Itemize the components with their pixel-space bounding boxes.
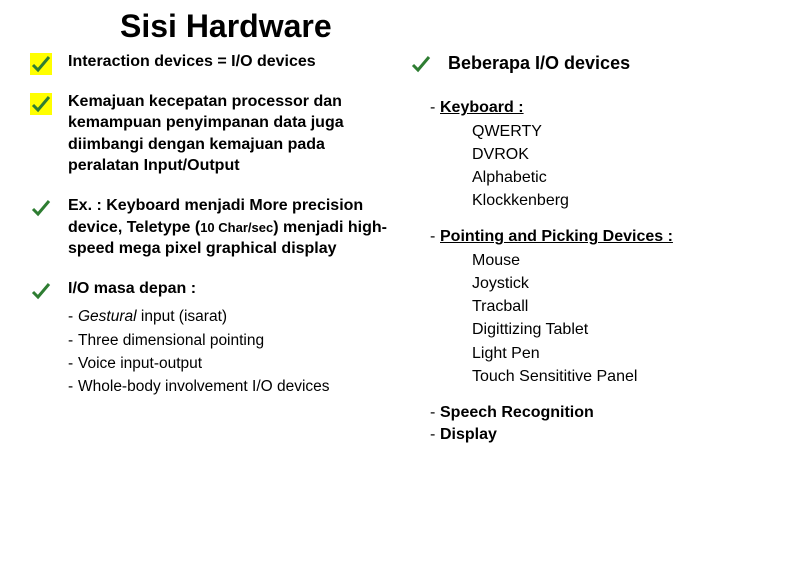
sub-item: -Three dimensional pointing [68,329,390,352]
bullet-3: Ex. : Keyboard menjadi More precision de… [30,195,390,260]
dash-icon: - [68,352,73,375]
sub-item: -Gestural input (isarat) [68,305,390,328]
sub-list: -Gestural input (isarat)-Three dimension… [68,305,390,398]
group-keyboard-head: - Keyboard : [430,97,762,119]
list-item: Touch Sensititive Panel [472,365,762,388]
slide-title: Sisi Hardware [120,8,762,45]
list-item: QWERTY [472,120,762,143]
slide: Sisi Hardware Interaction devices = I/O … [0,0,792,576]
sub-item-italic: Gestural [78,308,141,325]
list-item: Digittizing Tablet [472,318,762,341]
dash-icon: - [430,97,435,119]
right-header-text: Beberapa I/O devices [448,51,762,75]
group-pointing-head: - Pointing and Picking Devices : [430,226,762,248]
sub-item-text: input (isarat) [141,308,227,325]
bullet-2: Kemajuan kecepatan processor dan kemampu… [30,91,390,177]
list-item: Light Pen [472,342,762,365]
list-item: Mouse [472,249,762,272]
dash-icon: - [430,402,435,424]
check-icon [30,53,52,75]
sub-item-text: Three dimensional pointing [78,332,264,349]
dash-icon: - [430,226,435,248]
group-keyboard: - Keyboard : QWERTYDVROKAlphabeticKlockk… [430,97,762,212]
check-icon [30,197,52,219]
list-item: Klockkenberg [472,189,762,212]
group-other-label: Display [440,426,497,443]
group-other-label: Speech Recognition [440,404,594,421]
list-item: Alphabetic [472,166,762,189]
check-icon [30,280,52,302]
dash-icon: - [430,424,435,446]
group-pointing: - Pointing and Picking Devices : MouseJo… [430,226,762,388]
bullet-4-text: I/O masa depan : [68,278,390,300]
group-pointing-items: MouseJoystickTracballDigittizing TabletL… [472,249,762,388]
dash-icon: - [68,329,73,352]
group-keyboard-items: QWERTYDVROKAlphabeticKlockkenberg [472,120,762,213]
bullet-1: Interaction devices = I/O devices [30,51,390,73]
sub-item-text: Whole-body involvement I/O devices [78,378,330,395]
check-icon [410,53,432,75]
sub-item-text: Voice input-output [78,355,202,372]
list-item: Tracball [472,295,762,318]
bullet-4: I/O masa depan : [30,278,390,300]
right-header-bullet: Beberapa I/O devices [410,51,762,75]
group-keyboard-label: Keyboard : [440,99,524,116]
group-other-item: -Display [430,424,762,446]
sub-item: -Whole-body involvement I/O devices [68,375,390,398]
right-column: Beberapa I/O devices - Keyboard : QWERTY… [410,51,762,461]
content-columns: Interaction devices = I/O devices Kemaju… [30,51,762,461]
list-item: Joystick [472,272,762,295]
bullet-3-small: 10 Char/sec [200,220,273,235]
group-pointing-label: Pointing and Picking Devices : [440,228,673,245]
dash-icon: - [68,375,73,398]
group-other-item: -Speech Recognition [430,402,762,424]
list-item: DVROK [472,143,762,166]
sub-item: -Voice input-output [68,352,390,375]
bullet-1-text: Interaction devices = I/O devices [68,51,390,73]
group-other: -Speech Recognition-Display [430,402,762,447]
check-icon [30,93,52,115]
dash-icon: - [68,305,73,328]
bullet-3-text: Ex. : Keyboard menjadi More precision de… [68,195,390,260]
bullet-2-text: Kemajuan kecepatan processor dan kemampu… [68,91,390,177]
left-column: Interaction devices = I/O devices Kemaju… [30,51,390,461]
